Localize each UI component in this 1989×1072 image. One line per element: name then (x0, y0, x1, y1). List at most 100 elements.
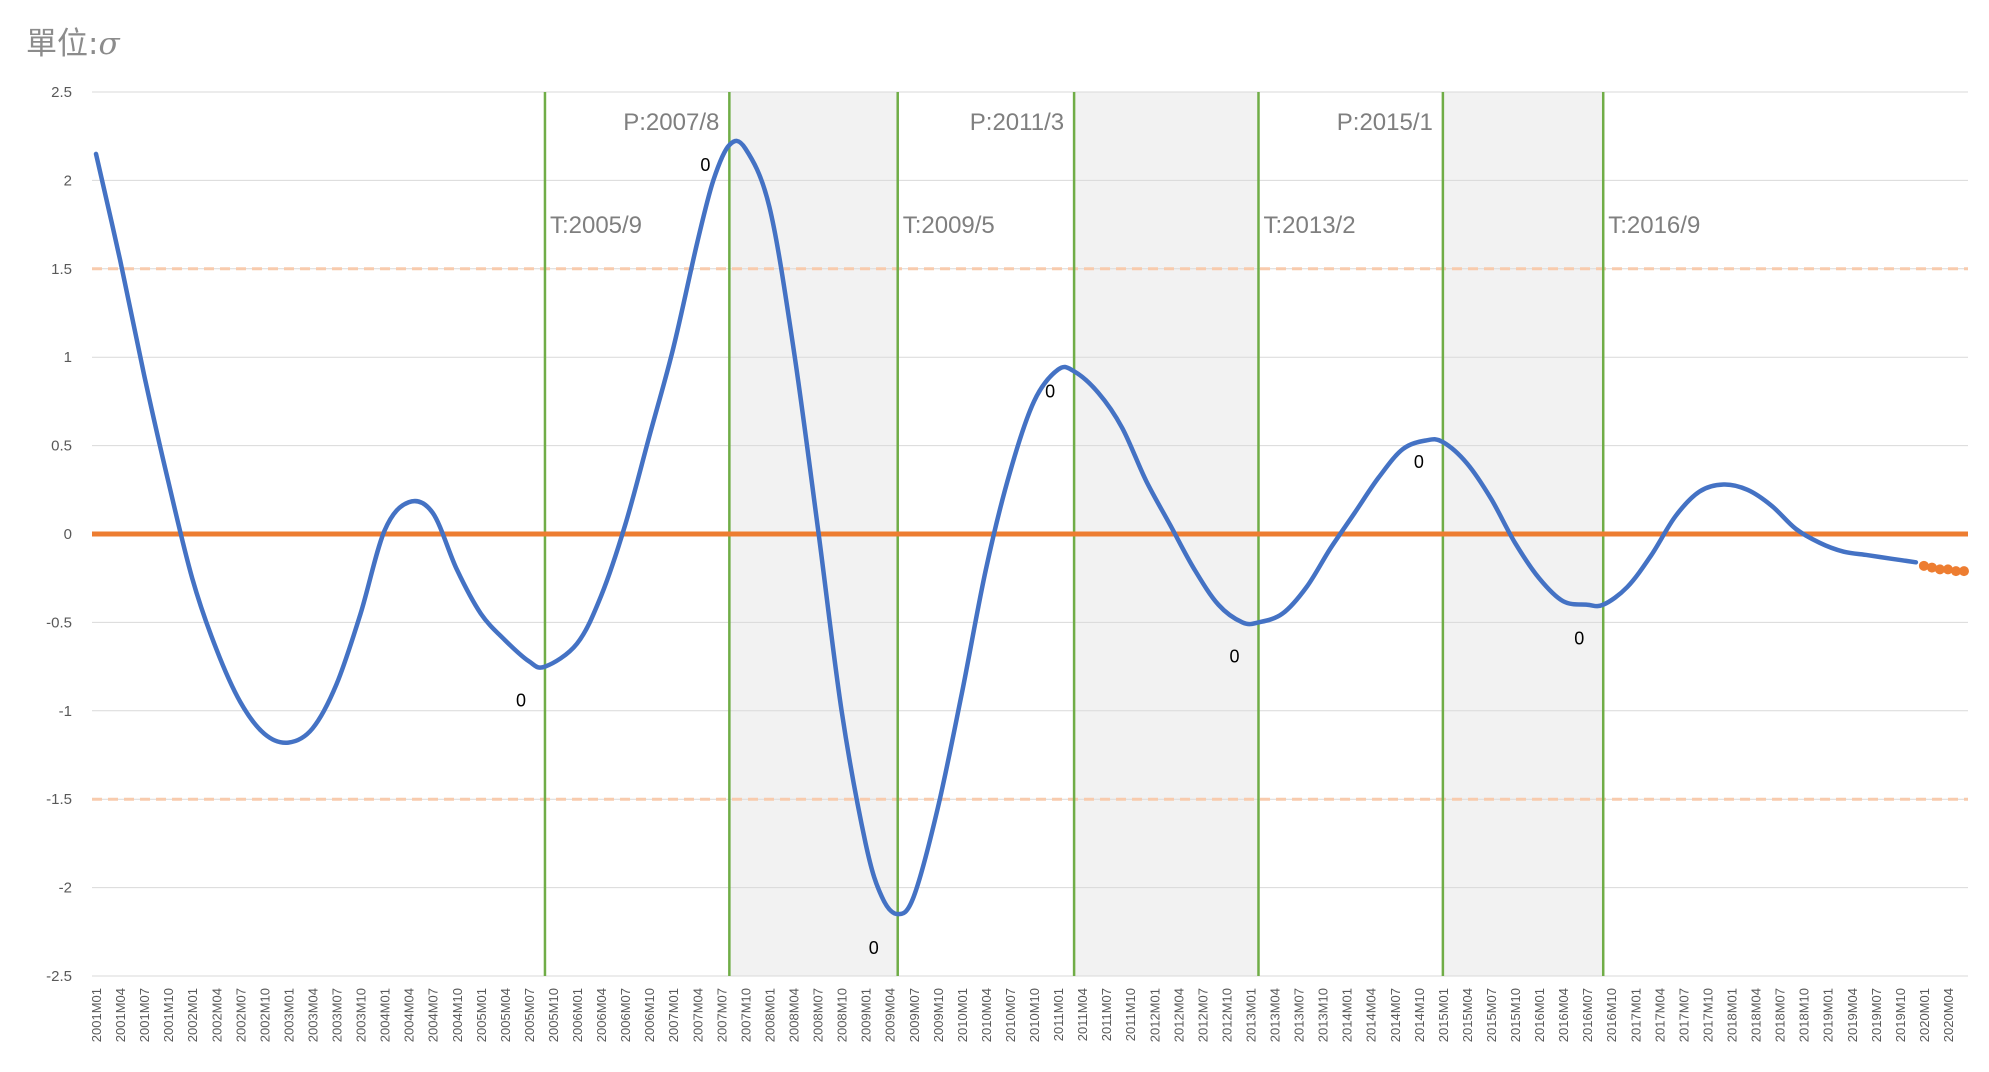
x-tick-label: 2003M10 (354, 988, 369, 1042)
peak-label: P:2015/1 (1337, 109, 1433, 136)
x-tick-label: 2010M07 (1003, 988, 1018, 1042)
x-tick-label: 2010M04 (979, 988, 994, 1042)
x-tick-label: 2012M10 (1219, 988, 1234, 1042)
x-tick-label: 2017M10 (1700, 988, 1715, 1042)
x-tick-label: 2001M01 (89, 988, 104, 1042)
x-tick-label: 2007M01 (666, 988, 681, 1042)
x-tick-label: 2011M04 (1075, 988, 1090, 1041)
x-tick-label: 2006M10 (642, 988, 657, 1042)
forecast-point (1918, 560, 1929, 571)
forecast-point (1934, 564, 1945, 575)
x-tick-label: 2003M07 (330, 988, 345, 1042)
unit-label-symbol: σ (98, 26, 120, 62)
y-tick-label: 2.5 (51, 84, 72, 101)
x-tick-label: 2019M04 (1845, 988, 1860, 1042)
x-tick-label: 2003M01 (281, 988, 296, 1042)
x-tick-label: 2013M01 (1243, 988, 1258, 1042)
x-tick-label: 2015M01 (1436, 988, 1451, 1042)
x-tick-label: 2002M04 (209, 988, 224, 1042)
threshold-lines-group (92, 267, 1968, 801)
x-tick-label: 2015M10 (1508, 988, 1523, 1042)
x-tick-label: 2018M04 (1749, 988, 1764, 1042)
x-tick-label: 2013M10 (1316, 988, 1331, 1042)
x-tick-label: 2010M01 (955, 988, 970, 1042)
x-tick-label: 2015M07 (1484, 988, 1499, 1042)
forecast-point (1926, 562, 1937, 573)
trough-label: T:2009/5 (903, 212, 995, 239)
x-tick-label: 2017M07 (1676, 988, 1691, 1042)
x-tick-label: 2006M01 (570, 988, 585, 1042)
x-tick-label: 2009M04 (883, 988, 898, 1042)
x-tick-label: 2012M04 (1171, 988, 1186, 1042)
x-tick-label: 2009M10 (931, 988, 946, 1042)
x-tick-label: 2011M10 (1123, 988, 1138, 1041)
x-tick-label: 2019M10 (1893, 988, 1908, 1042)
y-tick-label: 1.5 (51, 261, 72, 278)
x-tick-label: 2020M04 (1941, 988, 1956, 1042)
x-tick-label: 2016M07 (1580, 988, 1595, 1042)
x-tick-label: 2007M04 (690, 988, 705, 1042)
y-tick-label: -0.5 (46, 614, 72, 631)
x-tick-label: 2013M07 (1292, 988, 1307, 1042)
y-tick-label: -1 (59, 703, 72, 720)
turning-point-marker-label: 0 (1414, 452, 1424, 472)
x-tick-label: 2004M01 (378, 988, 393, 1042)
x-tick-label: 2009M01 (859, 988, 874, 1042)
x-tick-label: 2007M07 (714, 988, 729, 1042)
x-tick-label: 2004M04 (402, 988, 417, 1042)
x-tick-label: 2016M04 (1556, 988, 1571, 1042)
x-tick-label: 2001M04 (113, 988, 128, 1042)
x-axis: 2001M01 2001M04 2001M07 2001M10 2002M01 2002M… (89, 988, 1956, 1042)
x-tick-label: 2003M04 (305, 988, 320, 1042)
y-tick-label: -1.5 (46, 791, 72, 808)
turning-point-marker-label: 0 (869, 938, 879, 958)
x-tick-label: 2019M07 (1869, 988, 1884, 1042)
x-tick-label: 2006M07 (618, 988, 633, 1042)
x-tick-label: 2012M07 (1195, 988, 1210, 1042)
x-tick-label: 2010M10 (1027, 988, 1042, 1042)
trough-label: T:2005/9 (550, 212, 642, 239)
turning-point-marker-label: 0 (700, 155, 710, 175)
y-tick-label: 0.5 (51, 438, 72, 455)
x-tick-label: 2019M01 (1821, 988, 1836, 1042)
x-tick-label: 2008M07 (811, 988, 826, 1042)
x-tick-label: 2004M10 (450, 988, 465, 1042)
series-group (93, 138, 1969, 917)
x-tick-label: 2018M10 (1797, 988, 1812, 1042)
unit-label-prefix: 單位: (26, 26, 99, 62)
forecast-point (1958, 566, 1969, 577)
x-tick-label: 2011M07 (1099, 988, 1114, 1041)
trough-label: T:2013/2 (1263, 212, 1355, 239)
x-tick-label: 2008M01 (762, 988, 777, 1042)
x-tick-label: 2005M04 (498, 988, 513, 1042)
x-tick-label: 2005M10 (546, 988, 561, 1042)
x-tick-label: 2014M07 (1388, 988, 1403, 1042)
x-tick-label: 2002M01 (185, 988, 200, 1042)
x-tick-label: 2017M01 (1628, 988, 1643, 1042)
turning-point-marker-label: 0 (1229, 646, 1239, 666)
x-tick-label: 2004M07 (426, 988, 441, 1042)
y-axis: 2.5 2 1.5 1 0.5 0 -0.5 -1 -1.5 -2 -2.5 (46, 84, 72, 985)
y-tick-label: -2 (59, 880, 72, 897)
x-tick-label: 2020M01 (1917, 988, 1932, 1042)
x-tick-label: 2002M10 (257, 988, 272, 1042)
x-tick-label: 2007M10 (738, 988, 753, 1042)
x-tick-label: 2016M10 (1604, 988, 1619, 1042)
unit-label: 單位:σ (26, 18, 120, 63)
x-tick-label: 2008M10 (835, 988, 850, 1042)
x-tick-label: 2001M07 (137, 988, 152, 1042)
x-tick-label: 2006M04 (594, 988, 609, 1042)
x-tick-label: 2005M07 (522, 988, 537, 1042)
peak-label: P:2007/8 (623, 109, 719, 136)
x-tick-label: 2008M04 (786, 988, 801, 1042)
x-tick-label: 2016M01 (1532, 988, 1547, 1042)
trough-label: T:2016/9 (1608, 212, 1700, 239)
x-tick-label: 2011M01 (1051, 988, 1066, 1041)
x-tick-label: 2009M07 (907, 988, 922, 1042)
x-tick-label: 2005M01 (474, 988, 489, 1042)
y-tick-label: -2.5 (46, 968, 72, 985)
index-series-line (93, 138, 1919, 917)
peak-label: P:2011/3 (970, 109, 1064, 136)
x-tick-label: 2018M01 (1724, 988, 1739, 1042)
x-tick-label: 2018M07 (1773, 988, 1788, 1042)
